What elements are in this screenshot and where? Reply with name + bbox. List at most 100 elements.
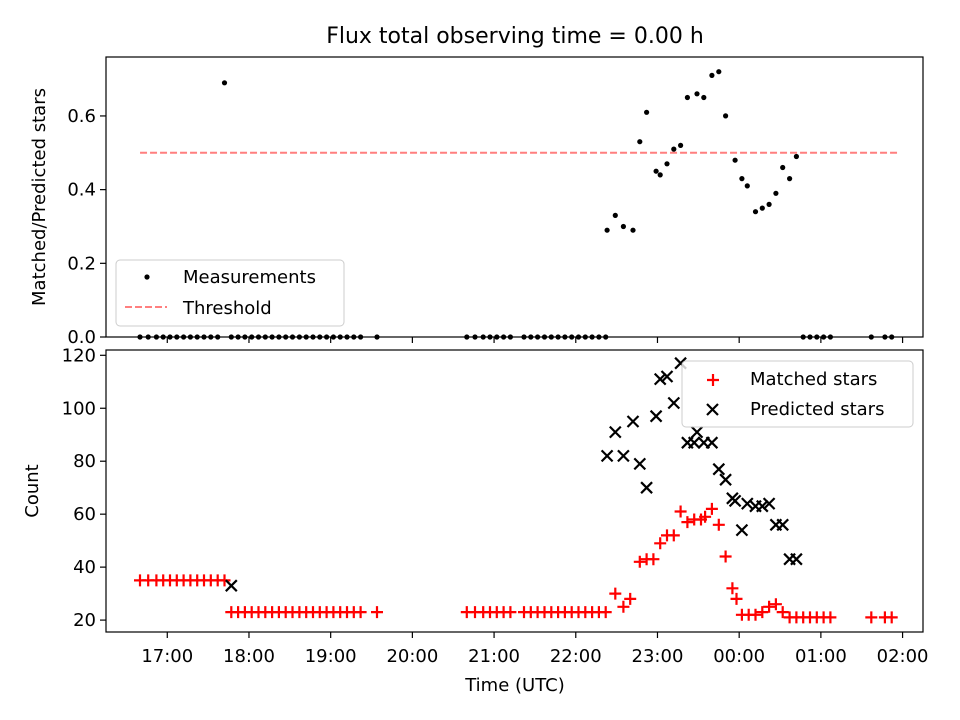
predicted-star-point bbox=[756, 499, 769, 513]
bottom-ytick-label: 60 bbox=[73, 504, 96, 525]
predicted-star-point bbox=[667, 396, 681, 410]
matched-star-point bbox=[674, 505, 687, 518]
measurement-point bbox=[759, 205, 765, 211]
predicted-star-point bbox=[728, 494, 742, 508]
measurement-point bbox=[678, 142, 684, 148]
measurement-point bbox=[773, 190, 779, 196]
legend-measurements-marker bbox=[144, 274, 150, 280]
bottom-xtick-label: 02:00 bbox=[877, 646, 929, 667]
bottom-xtick-label: 18:00 bbox=[223, 646, 275, 667]
measurement-point bbox=[787, 176, 793, 182]
measurement-point bbox=[780, 164, 786, 171]
predicted-star-point bbox=[626, 415, 640, 428]
matched-star-point bbox=[749, 608, 762, 621]
measurement-point bbox=[653, 168, 659, 174]
predicted-star-point bbox=[712, 462, 726, 476]
predicted-star-point bbox=[653, 372, 667, 386]
bottom-xlabel: Time (UTC) bbox=[464, 675, 565, 696]
matched-star-point bbox=[633, 555, 646, 568]
legend-predicted-label: Predicted stars bbox=[750, 399, 884, 420]
top-legend: Measurements Threshold bbox=[115, 259, 345, 327]
bottom-xtick-label: 01:00 bbox=[795, 646, 847, 667]
top-ytick-label: 0.0 bbox=[67, 327, 96, 348]
bottom-xtick-label: 00:00 bbox=[713, 646, 765, 667]
top-axes-frame bbox=[105, 56, 924, 338]
top-plot: 0.0 0.2 0.4 0.6 Matched/Predicted stars Mea… bbox=[29, 56, 924, 348]
matched-star-point bbox=[647, 553, 660, 566]
bottom-axes-frame bbox=[105, 349, 924, 633]
predicted-star-point bbox=[690, 425, 704, 439]
measurement-point bbox=[716, 69, 722, 75]
matched-star-point bbox=[885, 611, 898, 624]
bottom-xtick-label: 22:00 bbox=[550, 646, 602, 667]
matched-star-point bbox=[719, 550, 732, 563]
legend-predicted-marker bbox=[706, 403, 719, 416]
matched-star-point bbox=[667, 529, 680, 542]
bottom-ytick-label: 100 bbox=[62, 398, 96, 419]
bottom-plot: 20 40 60 80 100 120 17:00 18:00 19:00 20:00 21:00… bbox=[22, 345, 929, 696]
top-ytick-label: 0.2 bbox=[67, 253, 96, 274]
bottom-ytick-label: 40 bbox=[73, 557, 96, 578]
bottom-ytick-label: 120 bbox=[62, 345, 96, 366]
bottom-ytick-label: 20 bbox=[73, 610, 96, 631]
predicted-star-point bbox=[762, 497, 776, 510]
predicted-star-point bbox=[741, 497, 754, 510]
top-ytick-label: 0.4 bbox=[67, 180, 96, 201]
matched-star-point bbox=[624, 592, 637, 605]
measurement-point bbox=[793, 153, 800, 160]
predicted-star-point bbox=[705, 436, 719, 449]
measurement-point bbox=[664, 161, 670, 167]
predicted-star-point bbox=[640, 481, 653, 494]
measurement-point bbox=[723, 113, 729, 119]
measurement-point bbox=[694, 91, 700, 97]
bottom-xtick-label: 21:00 bbox=[468, 646, 520, 667]
measurement-point bbox=[620, 223, 627, 230]
matched-star-point bbox=[699, 510, 712, 523]
measurement-point bbox=[604, 227, 610, 233]
matched-star-point bbox=[371, 606, 383, 619]
measurement-point bbox=[637, 139, 643, 145]
matched-star-point bbox=[599, 606, 612, 619]
predicted-star-point bbox=[790, 552, 803, 566]
measurement-point bbox=[221, 80, 228, 86]
predicted-star-point bbox=[617, 449, 630, 463]
predicted-star-point bbox=[776, 518, 789, 532]
predicted-star-point bbox=[660, 370, 674, 383]
legend-threshold-label: Threshold bbox=[182, 298, 272, 319]
measurement-point bbox=[752, 209, 759, 215]
legend-measurements-label: Measurements bbox=[183, 267, 316, 288]
top-ytick-label: 0.6 bbox=[67, 106, 96, 127]
matched-star-point bbox=[769, 598, 782, 611]
measurement-point bbox=[630, 227, 636, 233]
matched-star-point bbox=[609, 587, 622, 600]
predicted-star-point bbox=[719, 473, 732, 486]
matched-star-point bbox=[504, 606, 517, 619]
matched-star-point bbox=[712, 518, 725, 531]
chart-title: Flux total observing time = 0.00 h bbox=[326, 24, 704, 49]
bottom-legend-box bbox=[681, 360, 914, 428]
bottom-ytick-label: 80 bbox=[73, 451, 96, 472]
matched-star-point bbox=[726, 582, 739, 595]
top-legend-box bbox=[115, 259, 345, 327]
measurement-point bbox=[671, 146, 677, 152]
legend-matched-marker bbox=[707, 374, 719, 386]
legend-matched-label: Matched stars bbox=[750, 369, 877, 390]
predicted-star-point bbox=[225, 579, 238, 592]
matched-star-point bbox=[776, 606, 789, 619]
predicted-star-point bbox=[649, 409, 663, 423]
matched-star-point bbox=[705, 502, 718, 515]
top-ylabel: Matched/Predicted stars bbox=[29, 88, 50, 306]
bottom-xtick-label: 19:00 bbox=[305, 646, 357, 667]
bottom-xtick-label: 20:00 bbox=[386, 646, 438, 667]
measurement-point bbox=[744, 183, 750, 189]
matched-star-point bbox=[763, 600, 776, 613]
measurement-point bbox=[732, 157, 738, 163]
matched-star-point bbox=[756, 606, 769, 619]
matched-star-point bbox=[865, 611, 878, 624]
matched-star-point bbox=[218, 574, 231, 587]
bottom-legend: Matched stars Predicted stars bbox=[681, 360, 914, 428]
measurement-point bbox=[612, 212, 618, 218]
bottom-xtick-label: 17:00 bbox=[141, 646, 193, 667]
predicted-star-point bbox=[735, 523, 749, 537]
